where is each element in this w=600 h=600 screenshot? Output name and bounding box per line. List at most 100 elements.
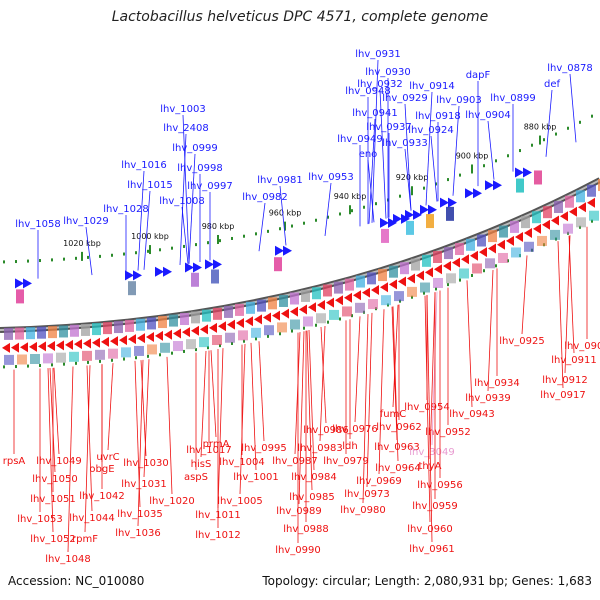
ring-dot xyxy=(243,234,245,238)
ring-dot xyxy=(495,264,497,268)
ring-dot xyxy=(87,360,89,364)
kbp-tick-label: 1000 kbp xyxy=(131,232,169,241)
reverse-leader-line xyxy=(210,350,217,438)
ring-dot xyxy=(579,120,581,124)
ring-dot xyxy=(411,295,413,299)
reverse-feature-block xyxy=(420,282,430,293)
ring-dot xyxy=(303,326,305,330)
reverse-gene-label: lhv_0987 xyxy=(272,456,317,467)
reverse-feature-block xyxy=(378,269,387,282)
reverse-gene-arrow xyxy=(263,312,271,323)
genome-summary-text: Topology: circular; Length: 2,080,931 bp… xyxy=(262,574,592,588)
ring-dot xyxy=(483,164,485,168)
ring-dot xyxy=(51,363,53,367)
forward-leader-line xyxy=(85,226,93,276)
ring-dot xyxy=(567,126,569,130)
reverse-feature-block xyxy=(180,313,189,326)
reverse-feature-block xyxy=(30,353,40,364)
reverse-gene-arrow xyxy=(11,342,19,353)
reverse-leader-line xyxy=(53,367,60,455)
reverse-gene-label: lhv_3049 xyxy=(409,447,454,458)
forward-gene-label: lhv_0949 xyxy=(337,134,382,145)
forward-gene-arrow xyxy=(473,188,482,199)
reverse-gene-arrow xyxy=(335,295,343,306)
forward-gene-label: lhv_0953 xyxy=(308,172,353,183)
reverse-feature-block xyxy=(82,350,92,361)
reverse-gene-label: fumC xyxy=(380,409,407,420)
forward-gene-arrow xyxy=(493,180,502,191)
reverse-feature-block xyxy=(381,295,391,306)
reverse-gene-arrow xyxy=(380,282,388,293)
reverse-gene-label: lhv_1048 xyxy=(45,554,90,565)
ring-dot xyxy=(27,259,29,263)
ring-dot xyxy=(63,257,65,261)
reverse-feature-block xyxy=(329,309,339,320)
reverse-feature-block xyxy=(407,286,417,297)
forward-leader-line xyxy=(143,190,151,270)
reverse-feature-block xyxy=(199,337,209,348)
reverse-gene-arrow xyxy=(209,322,217,333)
reverse-leader-line xyxy=(424,295,431,523)
reverse-feature-block xyxy=(43,353,53,364)
reverse-feature-block xyxy=(121,347,131,358)
reverse-feature-block xyxy=(147,344,157,355)
forward-gene-label: lhv_1008 xyxy=(159,196,204,207)
ring-dot xyxy=(435,182,437,186)
forward-leader-line xyxy=(371,59,379,223)
reverse-feature-block xyxy=(400,262,409,275)
reverse-gene-arrow xyxy=(425,267,433,278)
ring-dot xyxy=(195,243,197,247)
ring-dot xyxy=(159,353,161,357)
reverse-leader-line xyxy=(217,348,224,509)
reverse-gene-arrow xyxy=(497,239,505,250)
reverse-gene-label: lhv_1052 xyxy=(30,534,75,545)
reverse-gene-arrow xyxy=(398,276,406,287)
reverse-feature-block xyxy=(81,323,90,336)
reverse-feature-block xyxy=(136,318,145,331)
reverse-leader-line xyxy=(239,344,246,495)
forward-gene-label: lhv_1016 xyxy=(121,160,166,171)
reverse-gene-arrow xyxy=(524,228,532,239)
reverse-feature-block xyxy=(554,201,563,214)
reverse-gene-arrow xyxy=(308,302,316,313)
reverse-feature-block xyxy=(563,223,573,234)
reverse-leader-line xyxy=(166,356,173,495)
reverse-gene-label: lhv_1042 xyxy=(79,491,124,502)
forward-leader-line xyxy=(404,148,412,211)
reverse-feature-block xyxy=(446,273,456,284)
reverse-gene-arrow xyxy=(281,308,289,319)
forward-gene-label: lhv_1015 xyxy=(127,180,172,191)
reverse-feature-block xyxy=(589,210,599,221)
reverse-gene-label: lhv_1053 xyxy=(17,514,62,525)
forward-leader-line xyxy=(368,118,376,224)
reverse-gene-label: lhv_1035 xyxy=(117,509,162,520)
reverse-leader-line xyxy=(557,241,564,389)
reverse-feature-block xyxy=(316,313,326,324)
reverse-feature-block xyxy=(323,284,332,297)
ring-dot xyxy=(183,244,185,248)
reverse-gene-label: lhv_1031 xyxy=(121,479,166,490)
reverse-feature-block xyxy=(238,330,248,341)
reverse-feature-block xyxy=(345,278,354,291)
reverse-feature-block xyxy=(246,301,255,314)
forward-feature-block xyxy=(534,170,542,185)
forward-leader-line xyxy=(487,120,495,180)
reverse-gene-label: lhv_1004 xyxy=(219,457,264,468)
ring-dot xyxy=(207,346,209,350)
ring-dot xyxy=(279,227,281,231)
reverse-gene-label: lhv_0976 xyxy=(332,424,377,435)
reverse-gene-label: lhv_0911 xyxy=(551,355,596,366)
reverse-feature-block xyxy=(268,297,277,310)
reverse-gene-label: lhv_0960 xyxy=(407,524,452,535)
reverse-feature-block xyxy=(587,184,596,197)
reverse-feature-block xyxy=(422,254,431,267)
reverse-gene-arrow xyxy=(101,336,109,347)
reverse-feature-block xyxy=(225,332,235,343)
reverse-gene-arrow xyxy=(56,340,64,351)
ring-dot xyxy=(27,364,29,368)
forward-feature-block xyxy=(381,228,389,243)
reverse-gene-arrow xyxy=(317,299,325,310)
reverse-feature-block xyxy=(485,258,495,269)
ring-dot xyxy=(471,273,473,277)
map-title: Lactobacillus helveticus DPC 4571, compl… xyxy=(111,9,489,25)
